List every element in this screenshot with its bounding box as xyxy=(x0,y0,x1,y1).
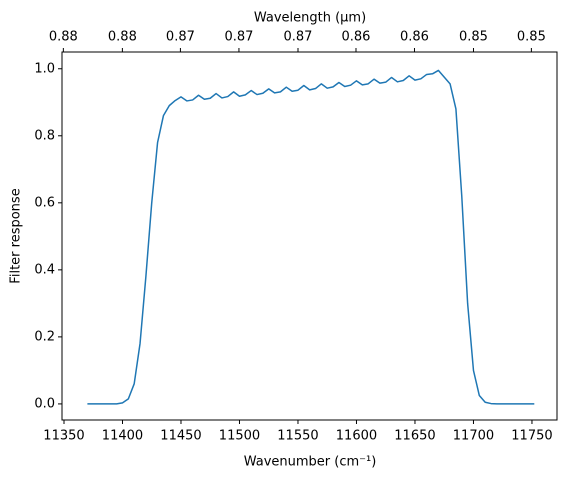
y-tick-label: 1.0 xyxy=(34,61,55,76)
x-tick-label: 11550 xyxy=(277,429,318,444)
x-tick-label: 11450 xyxy=(160,429,201,444)
x2-tick-label: 0.85 xyxy=(517,30,546,45)
x2-tick-label: 0.87 xyxy=(284,30,313,45)
x-tick-label: 11750 xyxy=(511,429,552,444)
x2-axis-label: Wavelength (μm) xyxy=(254,11,366,26)
x2-tick-label: 0.86 xyxy=(400,30,429,45)
x2-tick-label: 0.85 xyxy=(459,30,488,45)
x-axis-label: Wavenumber (cm⁻¹) xyxy=(244,455,377,470)
y-tick-label: 0.4 xyxy=(34,262,55,277)
plot-frame xyxy=(61,51,558,421)
y-axis-label: Filter response xyxy=(9,188,24,283)
y-tick-label: 0.8 xyxy=(34,128,55,143)
x-tick-label: 11400 xyxy=(102,429,143,444)
x2-tick-label: 0.88 xyxy=(108,30,137,45)
x-tick-label: 11500 xyxy=(219,429,260,444)
x2-tick-label: 0.86 xyxy=(342,30,371,45)
x-tick-label: 11350 xyxy=(43,429,84,444)
x-tick-label: 11700 xyxy=(453,429,494,444)
x-tick-label: 11600 xyxy=(336,429,377,444)
x2-tick-label: 0.87 xyxy=(166,30,195,45)
x-tick-label: 11650 xyxy=(394,429,435,444)
y-tick-label: 0.0 xyxy=(34,396,55,411)
x2-tick-label: 0.88 xyxy=(49,30,78,45)
data-line xyxy=(87,69,535,405)
x2-tick-label: 0.87 xyxy=(224,30,253,45)
y-tick-label: 0.2 xyxy=(34,329,55,344)
y-tick-label: 0.6 xyxy=(34,195,55,210)
